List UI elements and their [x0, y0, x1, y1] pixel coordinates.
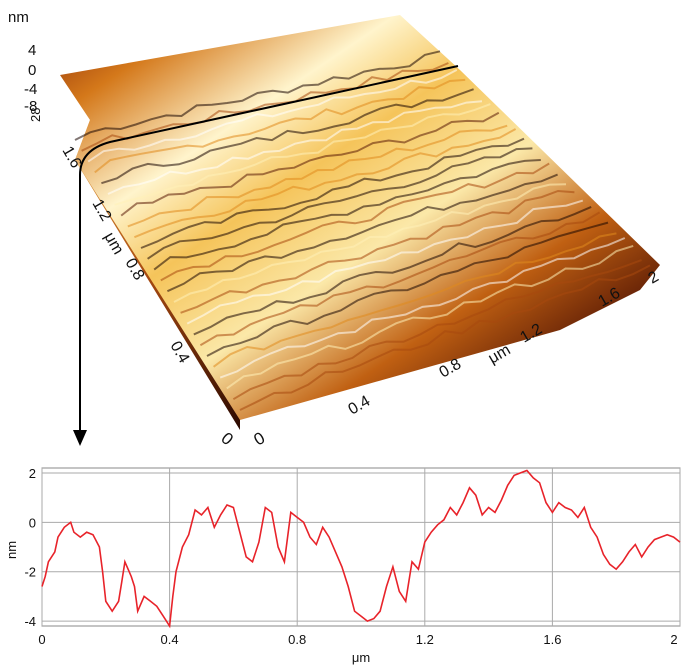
- surface-ridge: [147, 147, 533, 260]
- surface-ridge: [134, 128, 517, 239]
- surface-ridge: [153, 159, 541, 271]
- surface-ridge: [199, 211, 601, 347]
- x-tick-label: 2: [670, 632, 677, 647]
- z-tick: 28: [28, 108, 43, 122]
- surface-ridge: [160, 162, 550, 282]
- profile-series-line: [41, 469, 681, 629]
- y-axis-label: nm: [4, 541, 19, 559]
- afm-3d-surface-plot: nm 4 0 -4 -8 28 1.6 1.2 μm 0.8 0.4 0 0 0…: [8, 9, 662, 450]
- surface-ridge: [74, 50, 441, 141]
- z-axis-unit: nm: [8, 9, 29, 26]
- z-tick: -4: [24, 81, 37, 98]
- x-tick-label: 0.8: [288, 632, 306, 647]
- y-tick-label: 0: [29, 515, 36, 530]
- z-tick: 4: [28, 42, 36, 59]
- surface-ridge: [114, 103, 491, 206]
- x-tick: 0.4: [346, 393, 374, 419]
- surface-ridge: [94, 78, 466, 174]
- x-tick-label: 0: [38, 632, 45, 647]
- x-axis-label: μm: [352, 650, 370, 665]
- arrow-head-icon: [73, 430, 87, 446]
- surface-texture: [74, 50, 651, 411]
- surface-ridge: [140, 137, 525, 249]
- z-tick: 0: [28, 62, 36, 79]
- surface-ridge: [186, 199, 584, 325]
- z-tick: -8: [24, 98, 37, 115]
- surface-ridge: [213, 232, 617, 368]
- y-axis-ticks: 2 0 -2 -4: [24, 466, 36, 629]
- surface-ridge: [173, 183, 567, 303]
- line-profile-chart: 2 0 -2 -4 0 0.4 0.8 1.2 1.6 2 nm μm: [4, 466, 681, 665]
- surface-ridge: [87, 69, 458, 163]
- x-tick: 0: [251, 428, 269, 449]
- x-tick-label: 0.4: [161, 632, 179, 647]
- y-tick: 0: [217, 429, 236, 450]
- surface-ridge: [166, 173, 558, 293]
- x-tick-label: 1.2: [416, 632, 434, 647]
- surface-ridge: [127, 124, 508, 228]
- section-line: [79, 65, 459, 438]
- x-axis-ticks: 0 0.4 0.8 1.2 1.6 2: [38, 632, 677, 647]
- y-tick-label: 2: [29, 466, 36, 481]
- plot-area: [41, 467, 681, 627]
- y-tick-label: -2: [24, 565, 36, 580]
- surface-ridge: [120, 111, 500, 217]
- surface-ridge: [81, 62, 449, 152]
- surface-ridge: [206, 221, 609, 357]
- y-tick-label: -4: [24, 614, 36, 629]
- surface-ridge: [226, 244, 634, 390]
- x-tick: 2: [646, 268, 662, 287]
- surface-ridge: [219, 237, 626, 379]
- x-tick-label: 1.6: [543, 632, 561, 647]
- surface-ridge: [180, 189, 575, 314]
- surface-ridge: [232, 259, 642, 401]
- surface-ridge: [239, 264, 651, 411]
- surface-ridge: [107, 100, 483, 195]
- grid-lines: [41, 468, 681, 626]
- surface-ridge: [193, 205, 592, 336]
- surface-ridge: [101, 88, 474, 185]
